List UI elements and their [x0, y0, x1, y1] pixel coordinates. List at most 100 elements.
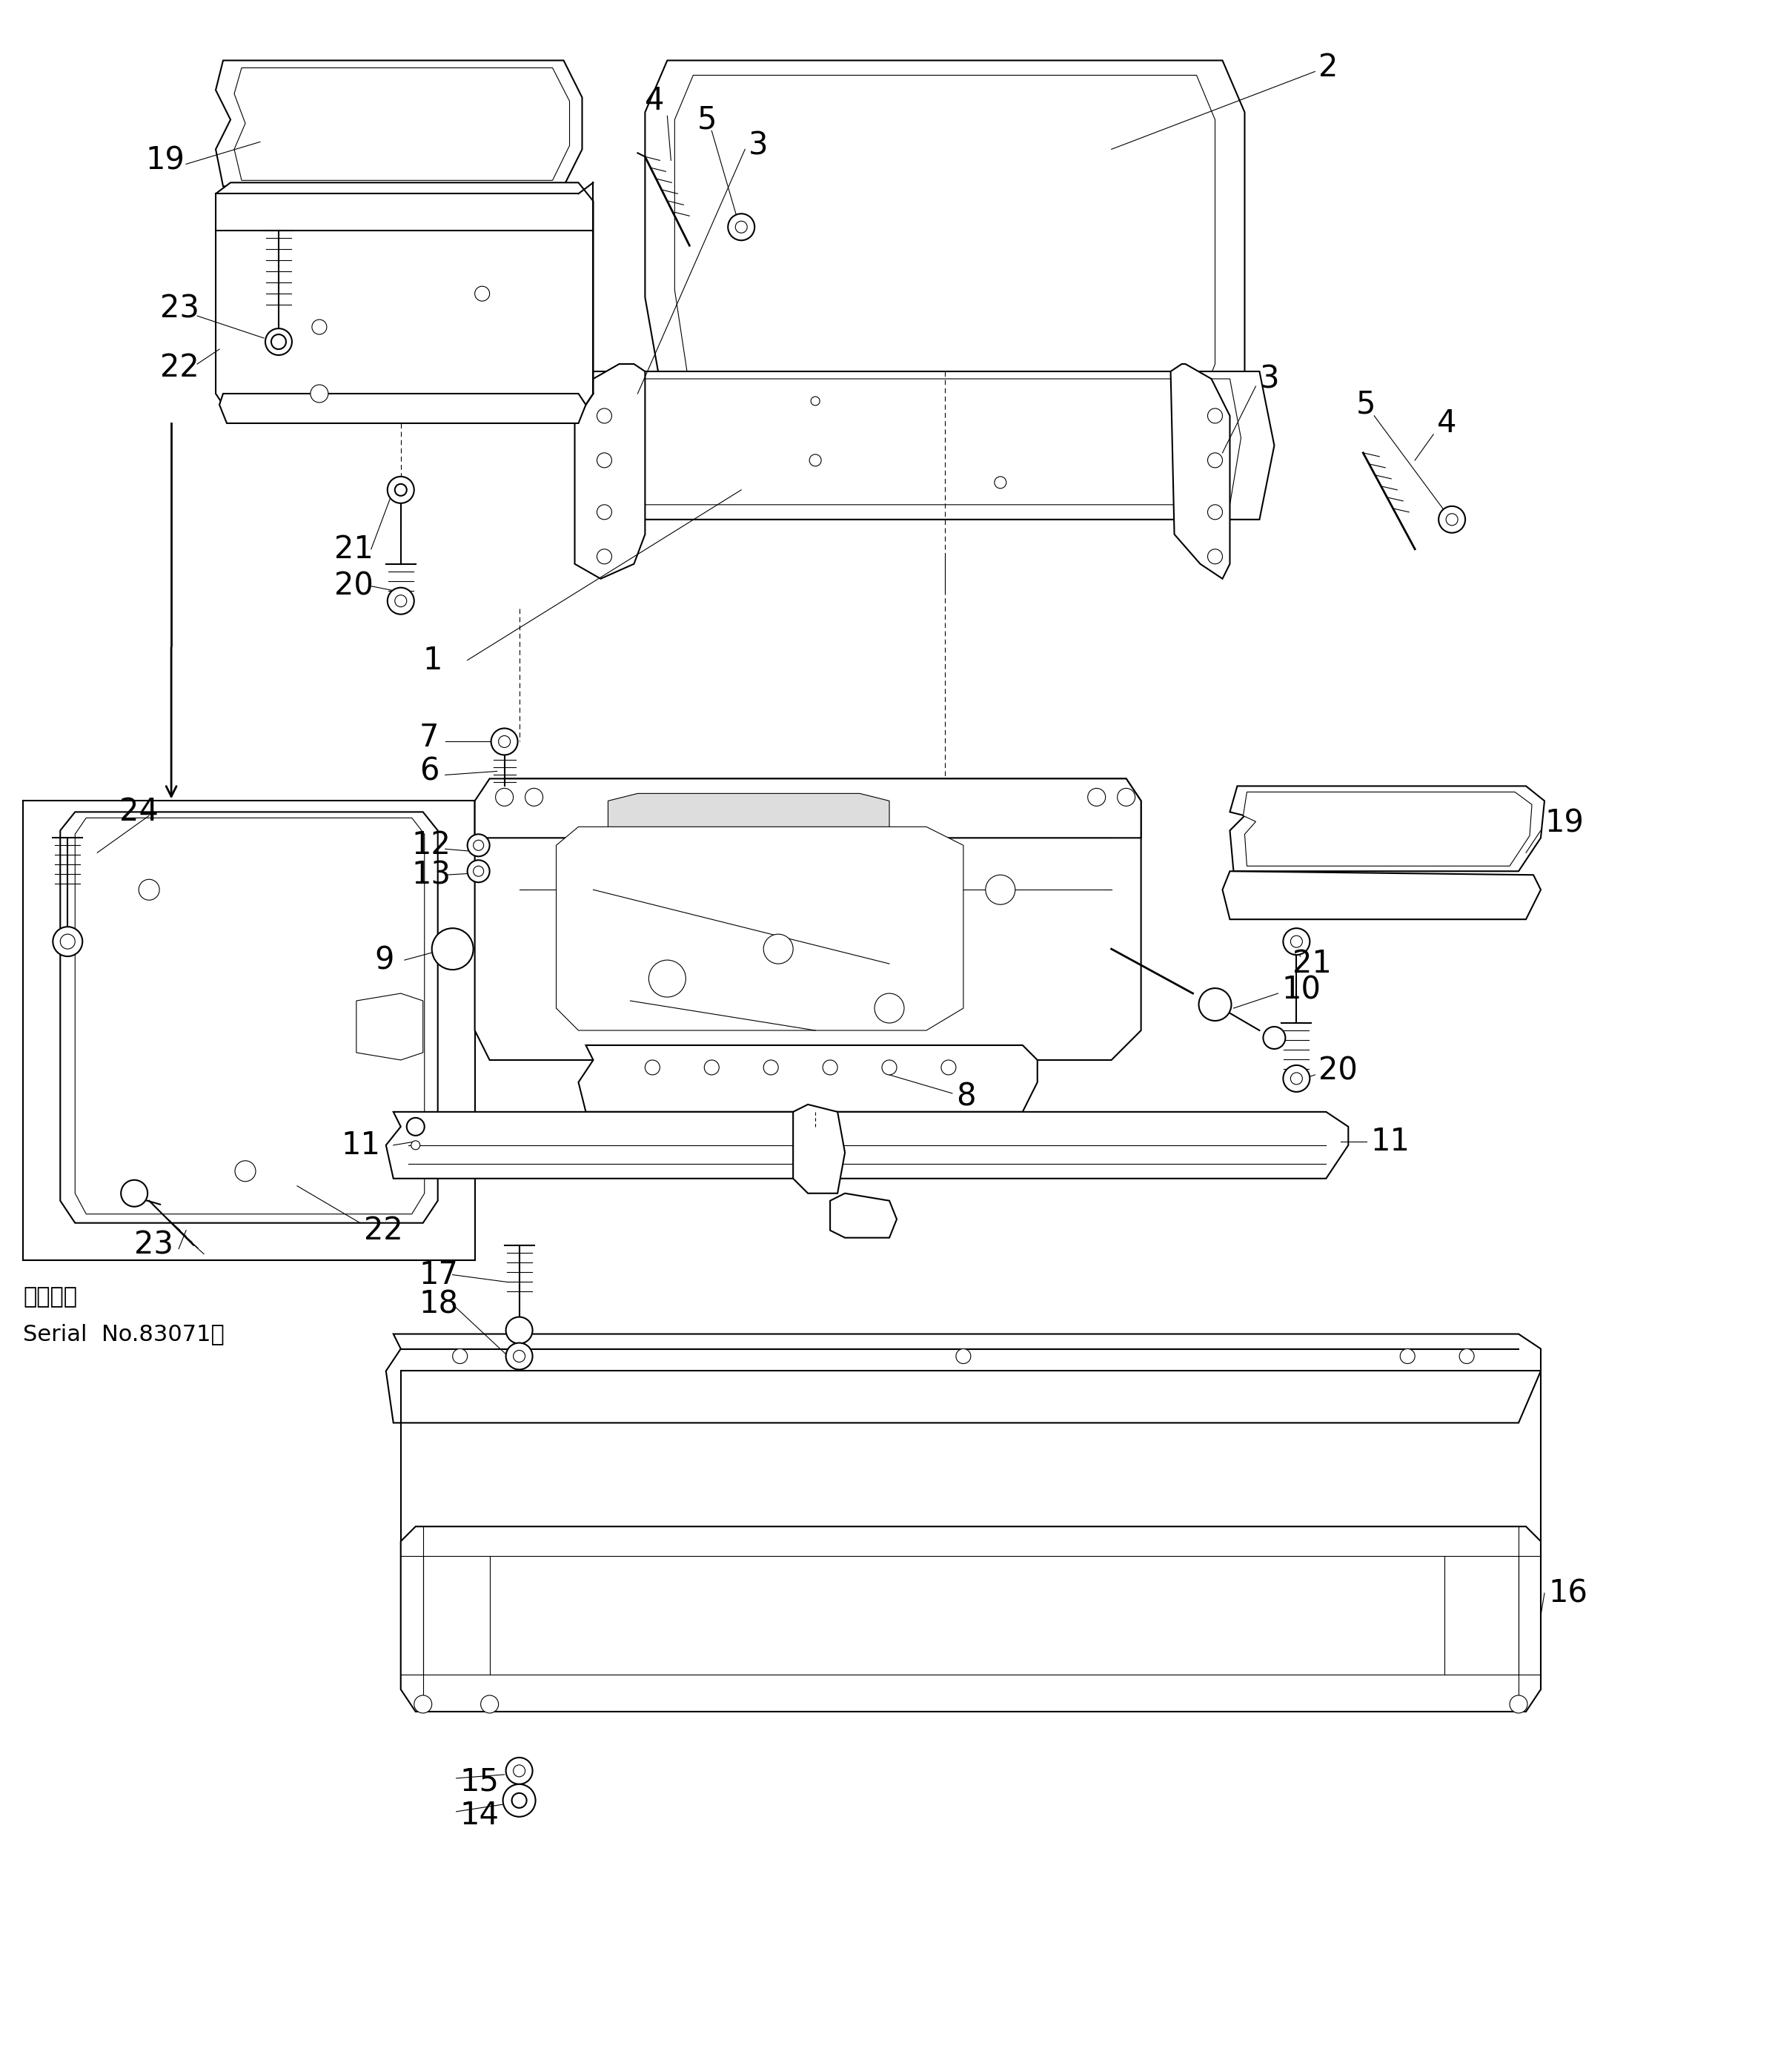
Polygon shape	[401, 1527, 1541, 1711]
Text: 2: 2	[1319, 52, 1339, 83]
Polygon shape	[1170, 364, 1229, 578]
Text: 適用号機: 適用号機	[23, 1287, 77, 1308]
Text: 14: 14	[461, 1799, 500, 1830]
Text: 20: 20	[333, 570, 373, 601]
Polygon shape	[385, 1335, 1541, 1423]
Polygon shape	[1229, 785, 1545, 872]
Polygon shape	[215, 182, 593, 415]
Circle shape	[120, 1180, 147, 1207]
Circle shape	[1088, 789, 1106, 806]
Text: 5: 5	[697, 103, 717, 134]
Circle shape	[473, 841, 484, 851]
Text: 11: 11	[342, 1130, 382, 1161]
Circle shape	[728, 213, 754, 240]
Circle shape	[498, 735, 511, 748]
Circle shape	[810, 397, 819, 405]
Text: 4: 4	[645, 85, 665, 116]
Text: 12: 12	[412, 831, 452, 862]
Circle shape	[763, 934, 794, 963]
Circle shape	[387, 477, 414, 504]
Circle shape	[52, 928, 82, 957]
Circle shape	[394, 483, 407, 496]
Text: 21: 21	[1292, 948, 1331, 979]
Text: 17: 17	[419, 1258, 459, 1291]
Circle shape	[1290, 1072, 1303, 1085]
Circle shape	[1290, 936, 1303, 948]
Text: 10: 10	[1281, 973, 1321, 1006]
Text: 20: 20	[1319, 1056, 1358, 1087]
Circle shape	[513, 1764, 525, 1777]
Polygon shape	[674, 74, 1215, 411]
Polygon shape	[357, 994, 423, 1060]
Circle shape	[432, 928, 473, 969]
Text: 13: 13	[412, 859, 452, 890]
Text: 4: 4	[1437, 407, 1457, 438]
Text: 18: 18	[419, 1289, 459, 1320]
Circle shape	[513, 1351, 525, 1361]
Text: Serial  No.83071～: Serial No.83071～	[23, 1322, 224, 1345]
Circle shape	[1459, 1349, 1475, 1364]
Circle shape	[1199, 988, 1231, 1021]
Circle shape	[505, 1758, 532, 1785]
Circle shape	[504, 1785, 536, 1816]
Circle shape	[810, 455, 821, 467]
Polygon shape	[645, 60, 1245, 424]
Text: 23: 23	[159, 293, 199, 324]
Circle shape	[763, 1060, 778, 1074]
Circle shape	[995, 477, 1007, 488]
Circle shape	[525, 789, 543, 806]
Circle shape	[453, 1349, 468, 1364]
Circle shape	[941, 1060, 955, 1074]
Text: 8: 8	[955, 1081, 975, 1114]
Circle shape	[513, 1349, 527, 1364]
Circle shape	[704, 1060, 719, 1074]
Text: 9: 9	[375, 944, 394, 975]
Text: 15: 15	[461, 1766, 500, 1797]
Circle shape	[475, 287, 489, 302]
Text: 6: 6	[419, 756, 439, 787]
Polygon shape	[794, 1105, 844, 1194]
Text: 19: 19	[145, 145, 185, 176]
Circle shape	[823, 1060, 837, 1074]
Circle shape	[480, 1696, 498, 1713]
Text: 22: 22	[159, 351, 199, 384]
Text: 7: 7	[419, 723, 439, 754]
Polygon shape	[475, 779, 1142, 839]
Circle shape	[1208, 504, 1222, 519]
Circle shape	[882, 1060, 896, 1074]
Circle shape	[735, 221, 747, 233]
Circle shape	[1283, 1066, 1310, 1091]
Circle shape	[414, 1696, 432, 1713]
Polygon shape	[475, 779, 1142, 1060]
Circle shape	[61, 934, 75, 948]
Text: 3: 3	[1260, 364, 1279, 395]
Circle shape	[271, 335, 287, 349]
Circle shape	[496, 789, 513, 806]
Circle shape	[1208, 409, 1222, 424]
Polygon shape	[1222, 872, 1541, 919]
Circle shape	[874, 994, 905, 1023]
Circle shape	[1446, 514, 1459, 525]
Text: 24: 24	[120, 795, 159, 828]
Text: 21: 21	[333, 533, 373, 564]
Polygon shape	[579, 372, 1274, 519]
Circle shape	[1509, 1696, 1527, 1713]
Polygon shape	[75, 818, 425, 1215]
Circle shape	[1118, 789, 1134, 806]
Circle shape	[645, 1060, 659, 1074]
Text: 19: 19	[1545, 808, 1584, 839]
Circle shape	[387, 587, 414, 614]
Circle shape	[473, 866, 484, 876]
Circle shape	[597, 452, 611, 467]
Polygon shape	[579, 1045, 1038, 1112]
Text: 1: 1	[423, 645, 443, 676]
Circle shape	[394, 595, 407, 607]
Circle shape	[597, 550, 611, 564]
Polygon shape	[575, 364, 645, 578]
Polygon shape	[385, 1112, 823, 1178]
Polygon shape	[1244, 791, 1532, 866]
Text: 3: 3	[749, 130, 769, 161]
Polygon shape	[215, 60, 582, 186]
Circle shape	[468, 835, 489, 857]
Polygon shape	[615, 378, 1240, 504]
